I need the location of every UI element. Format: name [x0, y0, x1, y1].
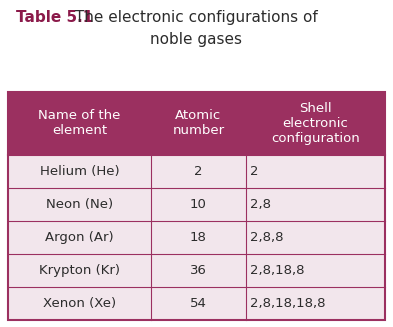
Bar — [8, 188, 385, 221]
Text: noble gases: noble gases — [151, 32, 242, 47]
Text: 54: 54 — [190, 298, 207, 310]
Bar — [8, 254, 385, 287]
Text: 2,8,18,18,8: 2,8,18,18,8 — [250, 298, 326, 310]
Text: 2,8,8: 2,8,8 — [250, 232, 284, 244]
Text: Krypton (Kr): Krypton (Kr) — [39, 265, 120, 277]
Bar — [8, 92, 385, 155]
Text: Atomic
number: Atomic number — [172, 110, 224, 137]
Text: 18: 18 — [190, 232, 207, 244]
Text: Name of the
element: Name of the element — [39, 110, 121, 137]
Text: 10: 10 — [190, 198, 207, 211]
Text: Neon (Ne): Neon (Ne) — [46, 198, 113, 211]
Bar — [8, 155, 385, 188]
Bar — [8, 92, 385, 320]
Text: Table 5.1: Table 5.1 — [16, 10, 93, 25]
Text: Helium (He): Helium (He) — [40, 165, 119, 178]
Text: The electronic configurations of: The electronic configurations of — [70, 10, 318, 25]
Text: 2: 2 — [250, 165, 259, 178]
Text: 36: 36 — [190, 265, 207, 277]
Bar — [8, 221, 385, 254]
Text: Shell
electronic
configuration: Shell electronic configuration — [271, 102, 360, 145]
Text: 2,8,18,8: 2,8,18,8 — [250, 265, 305, 277]
Text: Argon (Ar): Argon (Ar) — [45, 232, 114, 244]
Text: 2: 2 — [194, 165, 203, 178]
Bar — [8, 287, 385, 320]
Text: 2,8: 2,8 — [250, 198, 271, 211]
Text: Xenon (Xe): Xenon (Xe) — [43, 298, 116, 310]
